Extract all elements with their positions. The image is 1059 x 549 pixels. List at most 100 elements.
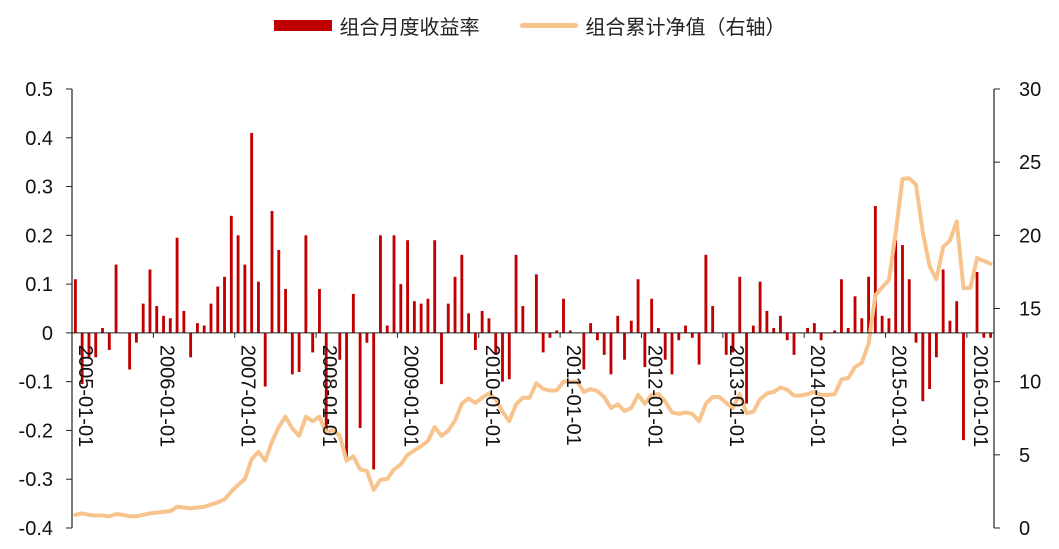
bar: [351, 293, 355, 333]
bar: [514, 254, 518, 333]
left-tick-label: 0: [42, 323, 53, 345]
bar: [819, 332, 823, 341]
left-tick-label: 0.3: [25, 177, 53, 199]
bar: [446, 303, 450, 333]
bar: [141, 303, 145, 333]
bar: [921, 332, 925, 402]
bar: [914, 332, 918, 343]
bar: [155, 306, 159, 333]
bar: [873, 206, 877, 333]
right-tick-label: 25: [1019, 152, 1041, 174]
legend-line-label: 组合累计净值（右轴）: [585, 14, 786, 39]
bar: [263, 332, 267, 387]
bar: [670, 332, 674, 375]
bar: [812, 323, 816, 333]
bar: [989, 332, 993, 338]
bar: [541, 332, 545, 353]
bar: [894, 240, 898, 333]
bar: [656, 328, 660, 333]
bar: [589, 323, 593, 333]
bar: [840, 279, 843, 333]
bar: [792, 332, 796, 355]
bar: [867, 276, 871, 333]
right-tick-label: 15: [1019, 299, 1041, 321]
bar: [392, 235, 396, 333]
bar: [250, 132, 254, 333]
legend-line-swatch: [519, 22, 578, 28]
bar: [636, 279, 640, 333]
x-tick-label: 2013-01-01: [725, 345, 747, 447]
bar: [480, 310, 484, 333]
bar-series: [73, 132, 993, 470]
bar: [345, 332, 348, 463]
bar: [901, 245, 904, 333]
x-tick-label: 2007-01-01: [237, 345, 259, 447]
bar: [880, 315, 884, 333]
bar: [318, 288, 321, 333]
bar: [765, 310, 769, 333]
bar: [406, 240, 410, 333]
legend-item-bar: 组合月度收益率: [273, 11, 480, 40]
x-tick-label: 2006-01-01: [155, 345, 177, 447]
bar: [663, 332, 667, 360]
bar: [853, 296, 857, 333]
bar: [582, 332, 586, 370]
x-tick-label: 2010-01-01: [481, 345, 503, 447]
bar: [643, 332, 647, 368]
x-tick-label: 2008-01-01: [318, 345, 340, 447]
bar: [562, 298, 565, 333]
bar: [779, 315, 782, 333]
bar: [107, 332, 111, 350]
bar: [595, 332, 599, 341]
bar: [473, 332, 477, 350]
bar: [73, 279, 77, 333]
bar: [467, 313, 471, 333]
bar: [148, 269, 152, 333]
bar: [758, 281, 762, 333]
bar: [948, 320, 952, 333]
bar: [975, 271, 979, 333]
bar: [324, 332, 328, 431]
right-tick-label: 20: [1019, 225, 1041, 247]
bar: [94, 332, 98, 358]
bar: [195, 323, 199, 333]
bar: [304, 235, 308, 333]
bar: [772, 328, 776, 333]
bar: [379, 235, 382, 333]
legend-bar-swatch: [273, 19, 332, 31]
right-tick-label: 5: [1019, 445, 1030, 467]
legend-item-line: 组合累计净值（右轴）: [519, 11, 786, 40]
bar: [745, 332, 748, 404]
bar: [711, 306, 715, 333]
bar: [704, 254, 708, 333]
bar: [284, 288, 287, 333]
legend: 组合月度收益率 组合累计净值（右轴）: [0, 10, 1059, 40]
bar: [982, 332, 986, 338]
bar: [80, 332, 84, 385]
bar: [175, 237, 179, 333]
left-tick-label: 0.5: [25, 79, 53, 101]
bar: [833, 330, 837, 333]
bar: [494, 332, 498, 355]
x-tick-label: 2014-01-01: [806, 345, 828, 447]
nav-line: [73, 176, 993, 519]
bar: [962, 332, 965, 441]
bar: [697, 332, 701, 365]
bar: [419, 303, 423, 333]
bar: [555, 330, 559, 333]
bar: [182, 310, 186, 333]
x-tick-label: 2015-01-01: [888, 345, 910, 447]
bar: [311, 332, 315, 353]
bar: [677, 332, 681, 341]
bar: [941, 269, 945, 333]
bar: [460, 254, 464, 333]
bar: [616, 315, 620, 333]
bar: [358, 332, 362, 429]
bar: [101, 328, 104, 333]
bar: [684, 325, 687, 333]
bar: [487, 318, 491, 333]
bar: [724, 332, 728, 355]
bar: [297, 332, 301, 372]
bar: [243, 264, 247, 333]
bar: [189, 332, 193, 358]
